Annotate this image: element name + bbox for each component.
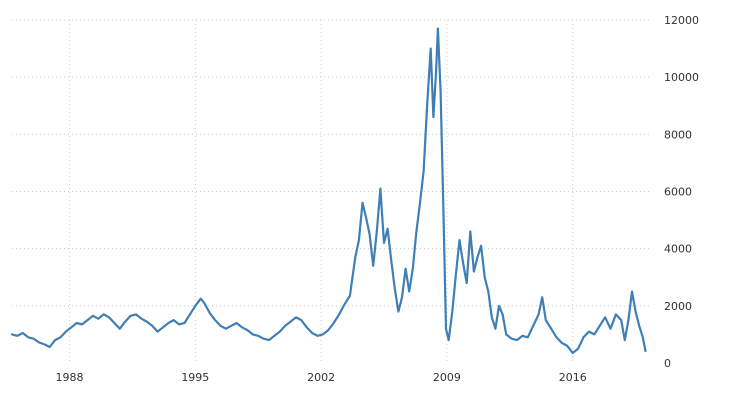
x-tick-label: 2009 [433,371,461,384]
y-tick-label: 4000 [664,243,692,256]
y-tick-label: 10000 [664,71,699,84]
series-layer [10,27,647,355]
y-tick-label: 12000 [664,14,699,27]
y-tick-label: 2000 [664,300,692,313]
y-tick-label: 0 [664,357,671,370]
grid [12,19,650,363]
x-axis: 1988 1995 2002 2009 2016 [56,371,587,384]
x-tick-label: 2002 [307,371,335,384]
y-tick-label: 8000 [664,128,692,141]
y-tick-label: 6000 [664,186,692,199]
y-axis: 0 2000 4000 6000 8000 10000 12000 [664,14,699,370]
x-tick-label: 1988 [56,371,84,384]
x-tick-label: 1995 [181,371,209,384]
series-line [10,27,647,355]
x-tick-label: 2016 [559,371,587,384]
